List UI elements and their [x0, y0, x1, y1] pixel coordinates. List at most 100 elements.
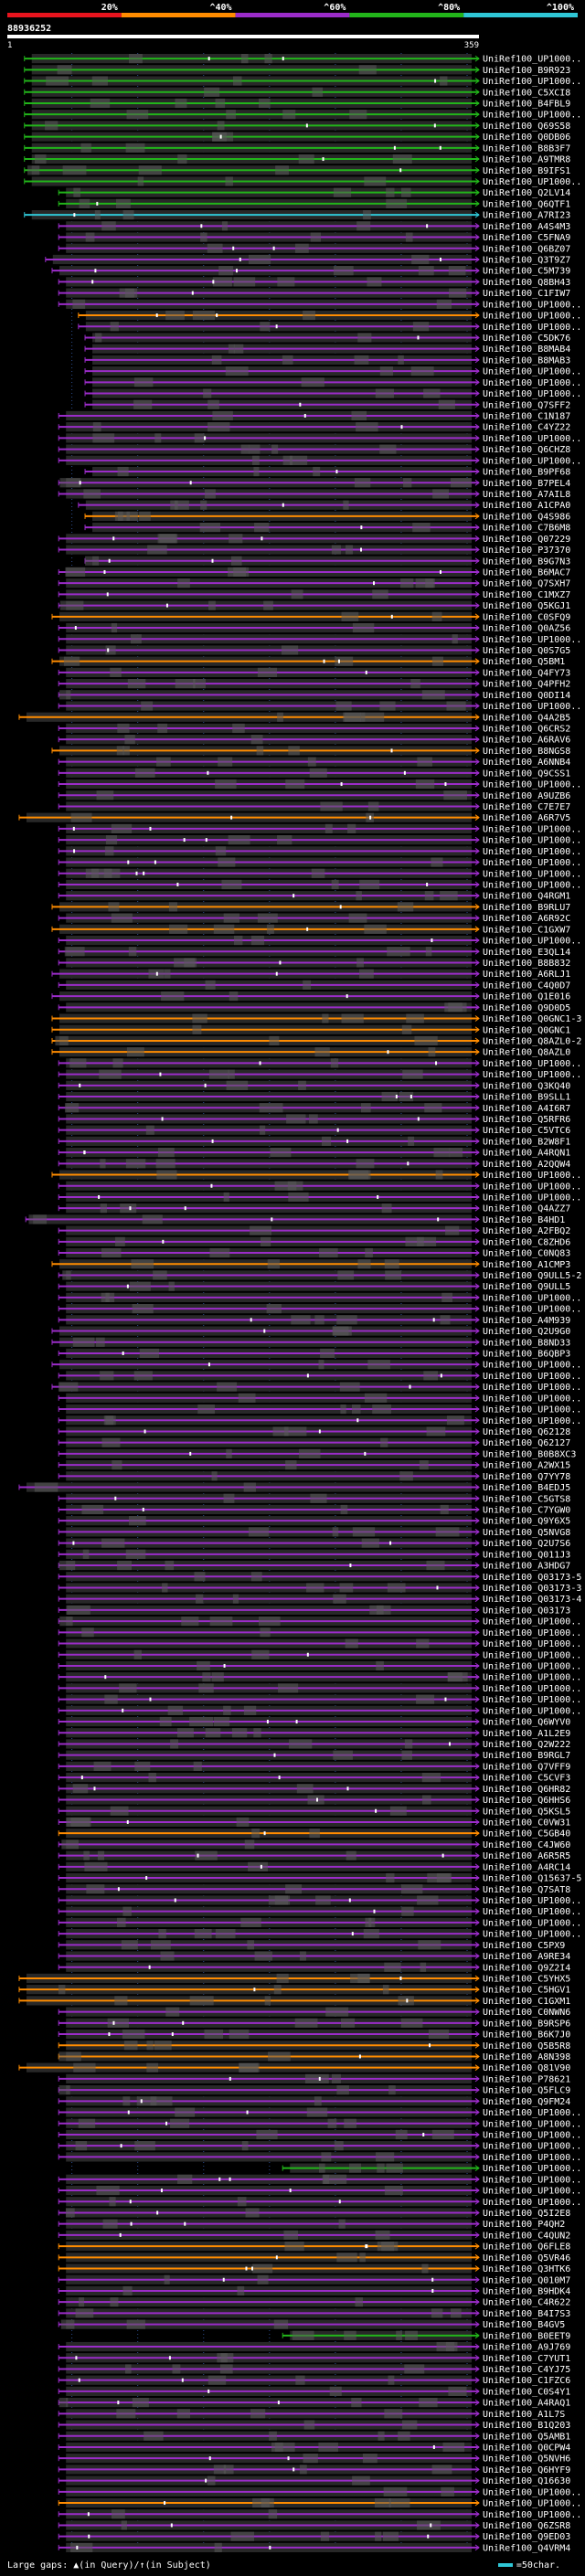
hit-accession-label[interactable]: UniRef100_Q7SAT8 [483, 1885, 570, 1895]
hit-accession-label[interactable]: UniRef100_UP1000.. [483, 1617, 581, 1627]
hit-accession-label[interactable]: UniRef100_A1CPA0 [483, 501, 570, 511]
hit-accession-label[interactable]: UniRef100_UP1000.. [483, 1182, 581, 1192]
hit-accession-label[interactable]: UniRef100_Q8BH43 [483, 278, 570, 288]
hit-accession-label[interactable]: UniRef100_Q1E016 [483, 992, 570, 1002]
hit-accession-label[interactable]: UniRef100_Q4VRM4 [483, 2543, 570, 2553]
hit-accession-label[interactable]: UniRef100_UP1000.. [483, 77, 581, 87]
hit-accession-label[interactable]: UniRef100_Q9ULL5 [483, 1282, 570, 1292]
hit-accession-label[interactable]: UniRef100_UP1000.. [483, 1650, 581, 1660]
hit-accession-label[interactable]: UniRef100_B8NGS8 [483, 747, 570, 757]
hit-accession-label[interactable]: UniRef100_C7B6M8 [483, 524, 570, 534]
hit-accession-label[interactable]: UniRef100_Q4PFH2 [483, 680, 570, 690]
hit-accession-label[interactable]: UniRef100_Q6HYF9 [483, 2465, 570, 2475]
hit-accession-label[interactable]: UniRef100_UP1000.. [483, 2499, 581, 2509]
hit-accession-label[interactable]: UniRef100_Q8AZL0 [483, 1048, 570, 1058]
hit-accession-label[interactable]: UniRef100_C5PX9 [483, 1941, 565, 1951]
hit-accession-label[interactable]: UniRef100_B8B3F7 [483, 143, 570, 154]
hit-accession-label[interactable]: UniRef100_UP1000.. [483, 1372, 581, 1382]
hit-accession-label[interactable]: UniRef100_Q2LV14 [483, 188, 570, 198]
hit-accession-label[interactable]: UniRef100_UP1000.. [483, 367, 581, 377]
hit-accession-label[interactable]: UniRef100_Q81V90 [483, 2063, 570, 2073]
hit-accession-label[interactable]: UniRef100_UP1000.. [483, 702, 581, 712]
hit-accession-label[interactable]: UniRef100_Q3KQ40 [483, 1081, 570, 1091]
hit-accession-label[interactable]: UniRef100_Q5NVH6 [483, 2454, 570, 2465]
hit-accession-label[interactable]: UniRef100_UP1000.. [483, 858, 581, 868]
hit-accession-label[interactable]: UniRef100_UP1000.. [483, 1383, 581, 1393]
hit-accession-label[interactable]: UniRef100_A9UZB6 [483, 791, 570, 801]
hit-accession-label[interactable]: UniRef100_UP1000.. [483, 1361, 581, 1371]
hit-accession-label[interactable]: UniRef100_C5VTC6 [483, 1126, 570, 1136]
hit-accession-label[interactable]: UniRef100_B9R923 [483, 66, 570, 76]
hit-accession-label[interactable]: UniRef100_Q03173-4 [483, 1595, 581, 1605]
hit-accession-label[interactable]: UniRef100_Q3HTK6 [483, 2264, 570, 2274]
hit-accession-label[interactable]: UniRef100_UP1000.. [483, 824, 581, 834]
hit-accession-label[interactable]: UniRef100_A4RC14 [483, 1862, 570, 1872]
hit-accession-label[interactable]: UniRef100_Q6FLE8 [483, 2242, 570, 2253]
hit-accession-label[interactable]: UniRef100_A1CMP3 [483, 1260, 570, 1270]
hit-accession-label[interactable]: UniRef100_B4FBL9 [483, 99, 570, 109]
hit-accession-label[interactable]: UniRef100_Q62127 [483, 1438, 570, 1448]
hit-accession-label[interactable]: UniRef100_Q4FY73 [483, 668, 570, 678]
hit-accession-label[interactable]: UniRef100_A6R7V5 [483, 813, 570, 823]
hit-accession-label[interactable]: UniRef100_C0NWN6 [483, 2008, 570, 2018]
hit-accession-label[interactable]: UniRef100_UP1000.. [483, 1918, 581, 1928]
hit-accession-label[interactable]: UniRef100_C4YZ22 [483, 423, 570, 433]
hit-accession-label[interactable]: UniRef100_UP1000.. [483, 1673, 581, 1683]
hit-accession-label[interactable]: UniRef100_B8MAB4 [483, 345, 570, 355]
hit-accession-label[interactable]: UniRef100_C5HGV1 [483, 1986, 570, 1996]
hit-accession-label[interactable]: UniRef100_C5XCI8 [483, 88, 570, 98]
hit-accession-label[interactable]: UniRef100_A4RAQ1 [483, 2399, 570, 2409]
hit-accession-label[interactable]: UniRef100_Q4RGM1 [483, 892, 570, 902]
hit-accession-label[interactable]: UniRef100_Q5KSL5 [483, 1807, 570, 1817]
hit-accession-label[interactable]: UniRef100_Q7YY78 [483, 1472, 570, 1482]
hit-accession-label[interactable]: UniRef100_Q0DB06 [483, 133, 570, 143]
hit-accession-label[interactable]: UniRef100_B9PF68 [483, 468, 570, 478]
hit-accession-label[interactable]: UniRef100_UP1000.. [483, 847, 581, 857]
hit-accession-label[interactable]: UniRef100_UP1000.. [483, 1695, 581, 1705]
hit-accession-label[interactable]: UniRef100_Q0CPW4 [483, 2443, 570, 2453]
hit-accession-label[interactable]: UniRef100_B8ND33 [483, 1338, 570, 1348]
hit-accession-label[interactable]: UniRef100_UP1000.. [483, 177, 581, 187]
hit-accession-label[interactable]: UniRef100_UP1000.. [483, 1070, 581, 1080]
hit-accession-label[interactable]: UniRef100_UP1000.. [483, 456, 581, 466]
hit-accession-label[interactable]: UniRef100_UP1000.. [483, 880, 581, 890]
hit-accession-label[interactable]: UniRef100_Q5FLC9 [483, 2086, 570, 2096]
hit-accession-label[interactable]: UniRef100_A2WX15 [483, 1461, 570, 1471]
hit-accession-label[interactable]: UniRef100_UP1000.. [483, 55, 581, 65]
hit-accession-label[interactable]: UniRef100_Q03173 [483, 1606, 570, 1616]
hit-accession-label[interactable]: UniRef100_A6RAV6 [483, 736, 570, 746]
hit-accession-label[interactable]: UniRef100_UP1000.. [483, 1639, 581, 1649]
hit-accession-label[interactable]: UniRef100_Q6HR82 [483, 1785, 570, 1795]
hit-accession-label[interactable]: UniRef100_UP1000.. [483, 1305, 581, 1315]
hit-accession-label[interactable]: UniRef100_Q6CHZ8 [483, 445, 570, 455]
hit-accession-label[interactable]: UniRef100_C0S4Y1 [483, 2387, 570, 2397]
hit-accession-label[interactable]: UniRef100_Q6QTF1 [483, 199, 570, 209]
hit-accession-label[interactable]: UniRef100_C7YGW0 [483, 1505, 570, 1515]
hit-accession-label[interactable]: UniRef100_A4I6R7 [483, 1104, 570, 1114]
hit-accession-label[interactable]: UniRef100_P37370 [483, 546, 570, 556]
hit-accession-label[interactable]: UniRef100_Q0GNC1-3 [483, 1014, 581, 1024]
hit-accession-label[interactable]: UniRef100_Q5RFR6 [483, 1115, 570, 1125]
hit-accession-label[interactable]: UniRef100_Q5KGJ1 [483, 601, 570, 611]
hit-accession-label[interactable]: UniRef100_B8B832 [483, 959, 570, 969]
hit-accession-label[interactable]: UniRef100_Q2W222 [483, 1740, 570, 1750]
hit-accession-label[interactable]: UniRef100_UP1000.. [483, 312, 581, 322]
hit-accession-label[interactable]: UniRef100_Q6WYV0 [483, 1718, 570, 1728]
hit-accession-label[interactable]: UniRef100_C1GXM1 [483, 1997, 570, 2007]
hit-accession-label[interactable]: UniRef100_C5DK76 [483, 334, 570, 344]
hit-accession-label[interactable]: UniRef100_A7RI23 [483, 211, 570, 221]
hit-accession-label[interactable]: UniRef100_Q7SXH7 [483, 579, 570, 589]
hit-accession-label[interactable]: UniRef100_C5GB40 [483, 1829, 570, 1839]
hit-accession-label[interactable]: UniRef100_Q011J3 [483, 1550, 570, 1560]
hit-accession-label[interactable]: UniRef100_UP1000.. [483, 2198, 581, 2208]
hit-accession-label[interactable]: UniRef100_Q4AZZ7 [483, 1204, 570, 1214]
hit-accession-label[interactable]: UniRef100_Q9D0D5 [483, 1003, 570, 1013]
hit-accession-label[interactable]: UniRef100_C7E7E7 [483, 802, 570, 812]
hit-accession-label[interactable]: UniRef100_A2FBQ2 [483, 1226, 570, 1236]
hit-accession-label[interactable]: UniRef100_B0B8XC3 [483, 1449, 576, 1459]
hit-accession-label[interactable]: UniRef100_UP1000.. [483, 1661, 581, 1671]
hit-accession-label[interactable]: UniRef100_Q03173-3 [483, 1584, 581, 1594]
hit-accession-label[interactable]: UniRef100_Q15637-5 [483, 1874, 581, 1884]
hit-accession-label[interactable]: UniRef100_C1N187 [483, 411, 570, 421]
hit-accession-label[interactable]: UniRef100_A9RE34 [483, 1952, 570, 1962]
